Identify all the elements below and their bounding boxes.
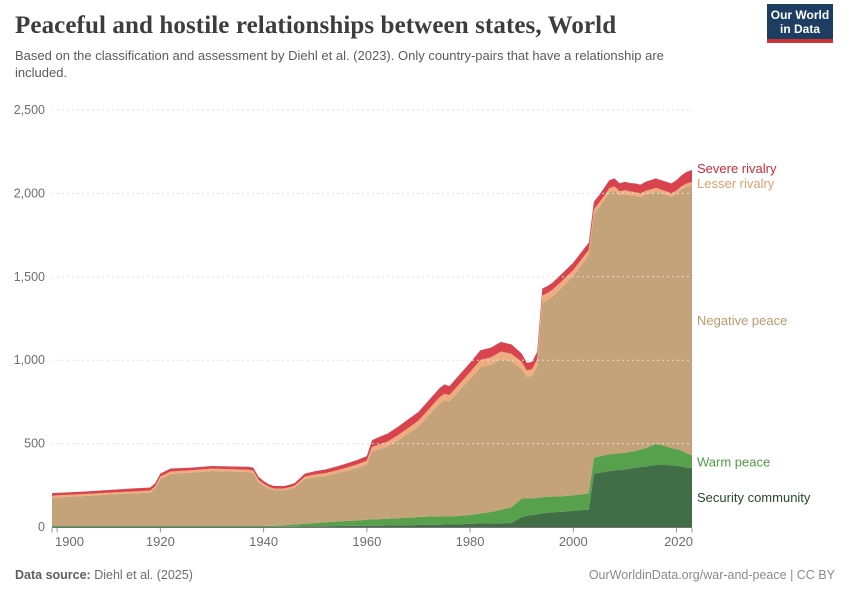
x-tick-label-1900: 1900 xyxy=(55,534,84,549)
y-tick-label-2,000: 2,000 xyxy=(14,186,45,200)
x-tick-label-1960: 1960 xyxy=(352,534,381,549)
data-source-value: Diehl et al. (2025) xyxy=(90,568,193,582)
x-tick-label-2020: 2020 xyxy=(664,534,693,549)
area-security-community[interactable] xyxy=(52,465,692,527)
legend-label-lesser-rivalry[interactable]: Lesser rivalry xyxy=(697,176,775,191)
data-source-label: Data source: xyxy=(15,568,91,582)
x-tick-label-1940: 1940 xyxy=(249,534,278,549)
legend-label-negative-peace[interactable]: Negative peace xyxy=(697,313,787,328)
owid-logo-line2: in Data xyxy=(779,22,820,36)
chart-header: Peaceful and hostile relationships betwe… xyxy=(15,12,835,81)
x-tick-label-1920: 1920 xyxy=(146,534,175,549)
credit-link[interactable]: OurWorldinData.org/war-and-peace | CC BY xyxy=(588,568,835,582)
owid-logo[interactable]: Our World in Data xyxy=(767,4,833,43)
legend-label-warm-peace[interactable]: Warm peace xyxy=(697,454,770,469)
owid-logo-line1: Our World xyxy=(770,8,830,22)
legend-label-security-community[interactable]: Security community xyxy=(697,490,811,505)
data-source: Data source: Diehl et al. (2025) xyxy=(15,568,193,582)
x-tick-label-2000: 2000 xyxy=(559,534,588,549)
stacked-area-chart[interactable]: 0 500 1,000 1,500 2,000 2,500 1900 1920 1940 1960… xyxy=(0,0,850,560)
x-tick-label-1980: 1980 xyxy=(456,534,485,549)
legend-label-severe-rivalry[interactable]: Severe rivalry xyxy=(697,161,777,176)
area-negative-peace[interactable] xyxy=(52,185,692,526)
y-tick-label-500: 500 xyxy=(24,437,45,451)
chart-footer: Data source: Diehl et al. (2025) OurWorl… xyxy=(15,568,835,582)
y-tick-label-1,000: 1,000 xyxy=(14,353,45,367)
y-tick-label-0: 0 xyxy=(38,520,45,534)
area-warm-peace[interactable] xyxy=(52,444,692,527)
y-tick-label-2,500: 2,500 xyxy=(14,103,45,117)
page-subtitle: Based on the classification and assessme… xyxy=(15,48,664,80)
page-title: Peaceful and hostile relationships betwe… xyxy=(15,12,617,39)
y-tick-label-1,500: 1,500 xyxy=(14,270,45,284)
